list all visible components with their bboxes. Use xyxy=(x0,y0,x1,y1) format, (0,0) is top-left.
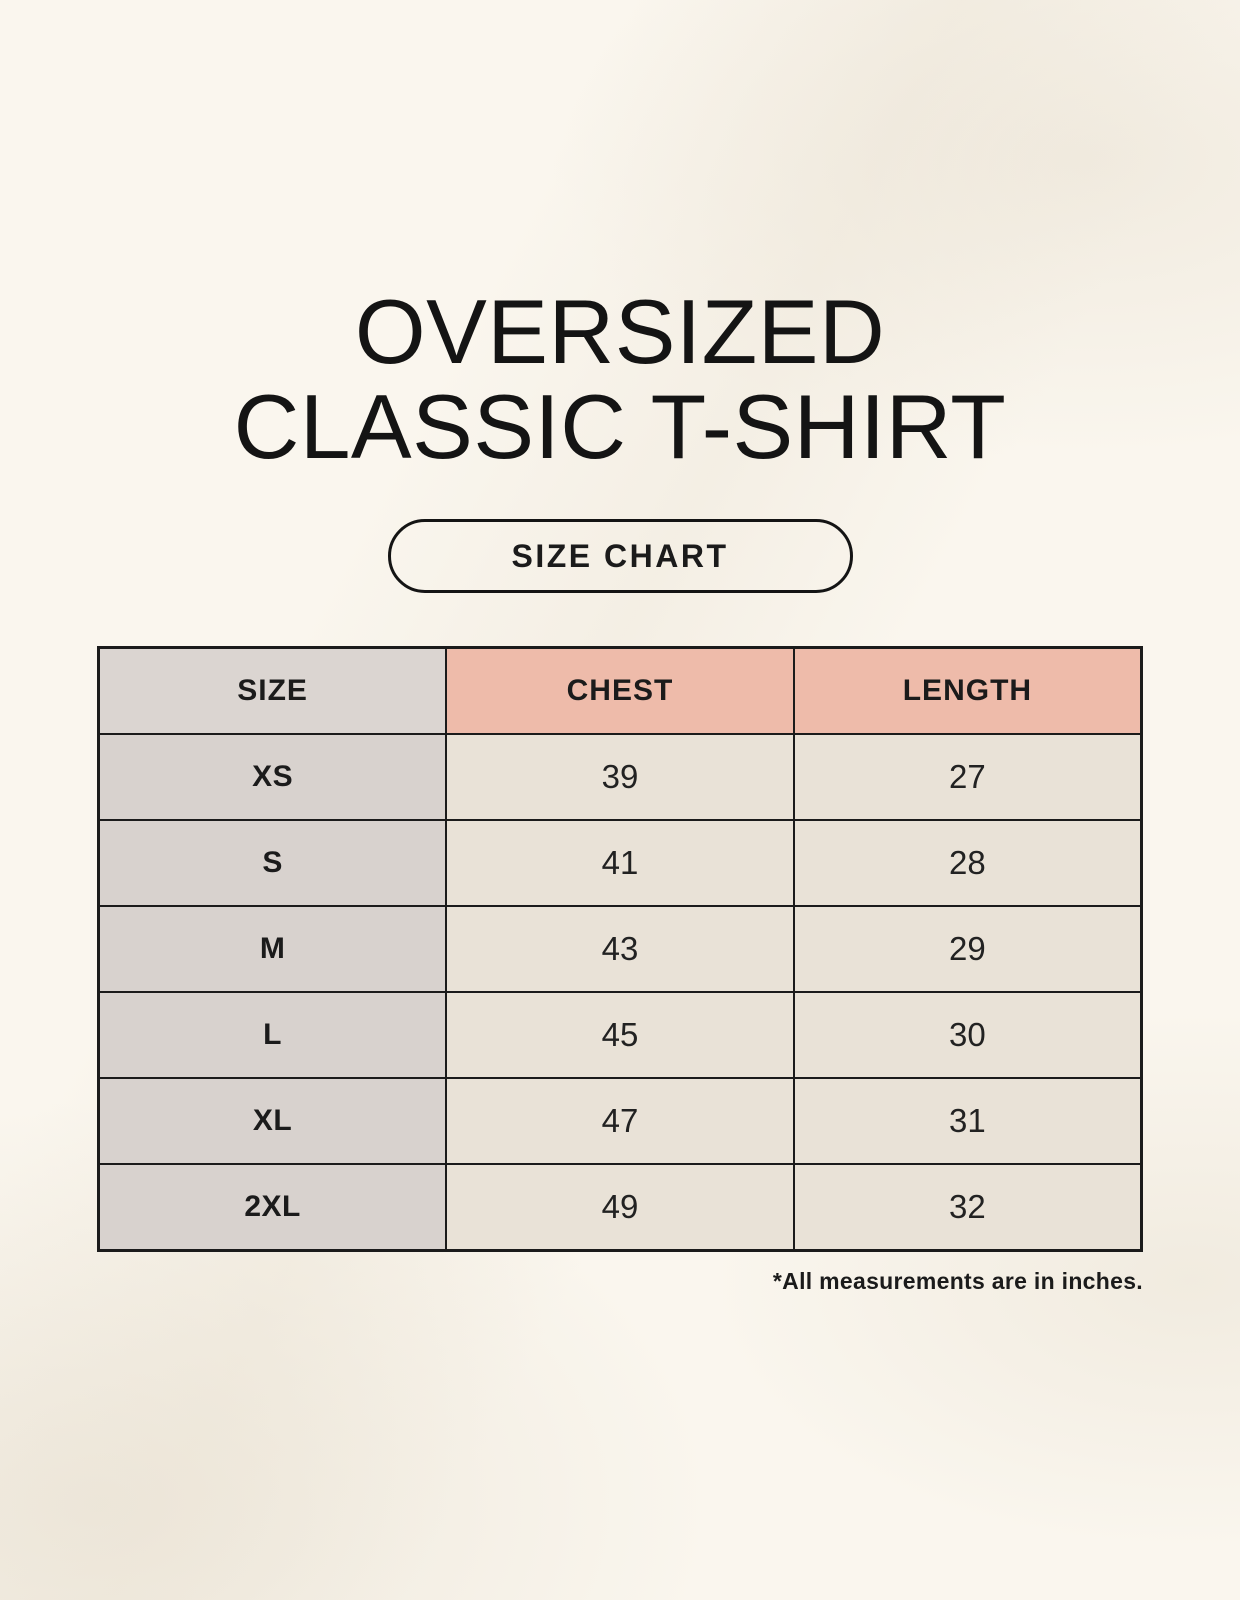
size-chart-table: SIZE CHEST LENGTH XS 39 27 S 41 28 M xyxy=(97,646,1143,1253)
size-cell: S xyxy=(97,819,448,908)
product-title: OVERSIZED CLASSIC T-SHIRT xyxy=(97,282,1143,478)
size-cell: M xyxy=(97,905,448,994)
table-row: XS 39 27 xyxy=(97,733,1143,822)
chest-cell: 47 xyxy=(445,1077,795,1166)
chest-cell: 43 xyxy=(445,905,795,994)
table-row: M 43 29 xyxy=(97,905,1143,994)
product-title-line2: CLASSIC T-SHIRT xyxy=(233,376,1007,478)
length-cell: 27 xyxy=(792,733,1143,822)
header-cell-length: LENGTH xyxy=(792,646,1143,736)
chest-cell: 41 xyxy=(445,819,795,908)
size-cell: L xyxy=(97,991,448,1080)
table-row: XL 47 31 xyxy=(97,1077,1143,1166)
size-chart-table-body: XS 39 27 S 41 28 M 43 29 L 45 30 xyxy=(97,733,1143,1252)
product-title-line1: OVERSIZED xyxy=(354,282,886,383)
table-row: 2XL 49 32 xyxy=(97,1163,1143,1252)
poster-content: OVERSIZED CLASSIC T-SHIRT SIZE CHART SIZ… xyxy=(97,0,1143,1295)
chest-cell: 45 xyxy=(445,991,795,1080)
size-chart-badge: SIZE CHART xyxy=(387,519,853,594)
measurements-footnote: *All measurements are in inches. xyxy=(772,1268,1143,1295)
chest-cell: 49 xyxy=(445,1163,795,1252)
size-cell: XL xyxy=(97,1077,448,1166)
size-cell: XS xyxy=(97,733,448,822)
length-cell: 30 xyxy=(792,991,1143,1080)
table-row: L 45 30 xyxy=(97,991,1143,1080)
length-cell: 29 xyxy=(792,905,1143,994)
length-cell: 32 xyxy=(792,1163,1143,1252)
chest-cell: 39 xyxy=(445,733,795,822)
length-cell: 28 xyxy=(792,819,1143,908)
length-cell: 31 xyxy=(792,1077,1143,1166)
size-chart-badge-label: SIZE CHART xyxy=(511,537,729,574)
size-cell: 2XL xyxy=(97,1163,448,1252)
header-cell-size: SIZE xyxy=(97,646,448,736)
header-cell-chest: CHEST xyxy=(445,646,795,736)
table-row: S 41 28 xyxy=(97,819,1143,908)
size-chart-table-head: SIZE CHEST LENGTH xyxy=(97,646,1143,736)
header-row: SIZE CHEST LENGTH xyxy=(97,646,1143,736)
